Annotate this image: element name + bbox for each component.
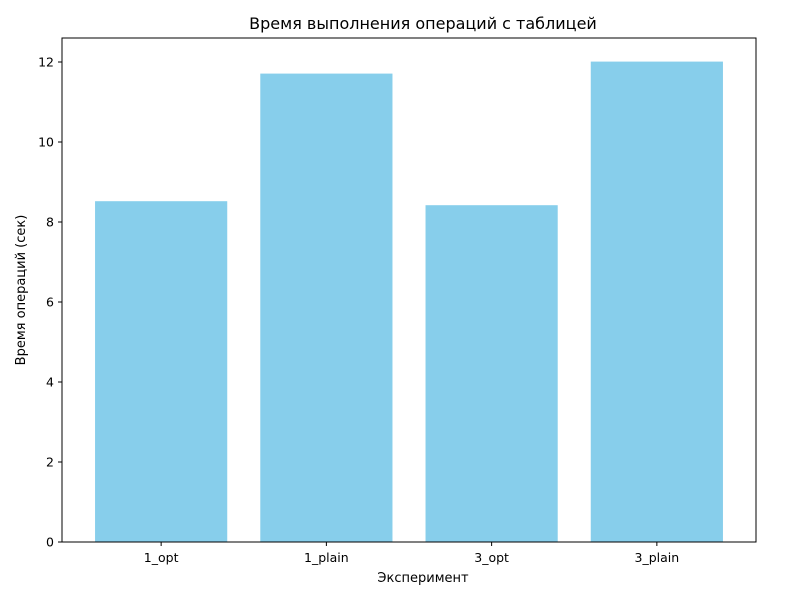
x-tick-label: 3_plain [635, 550, 680, 565]
y-tick-label: 8 [46, 215, 54, 230]
y-tick-label: 4 [46, 375, 54, 390]
bar-3_opt [425, 205, 558, 542]
x-tick-label: 1_opt [144, 550, 179, 565]
plot-frame [61, 37, 757, 543]
bars [95, 61, 723, 542]
y-tick-label: 12 [38, 55, 54, 70]
bar-1_opt [95, 201, 228, 542]
x-axis-label: Эксперимент [377, 571, 469, 586]
y-tick-label: 2 [46, 455, 54, 470]
y-tick-label: 6 [46, 295, 54, 310]
x-ticks: 1_opt 1_plain 3_opt 3_plain [144, 542, 679, 565]
y-tick-label: 10 [38, 135, 54, 150]
x-tick-label: 1_plain [304, 550, 349, 565]
y-tick-label: 0 [46, 535, 54, 550]
bar-3_plain [590, 61, 723, 542]
x-tick-label: 3_opt [474, 550, 509, 565]
y-ticks: 0 2 4 6 8 10 12 [38, 55, 62, 550]
chart-title: Время выполнения операций с таблицей [249, 14, 597, 33]
y-axis-label: Время операций (сек) [14, 215, 29, 366]
bar-1_plain [260, 73, 393, 542]
